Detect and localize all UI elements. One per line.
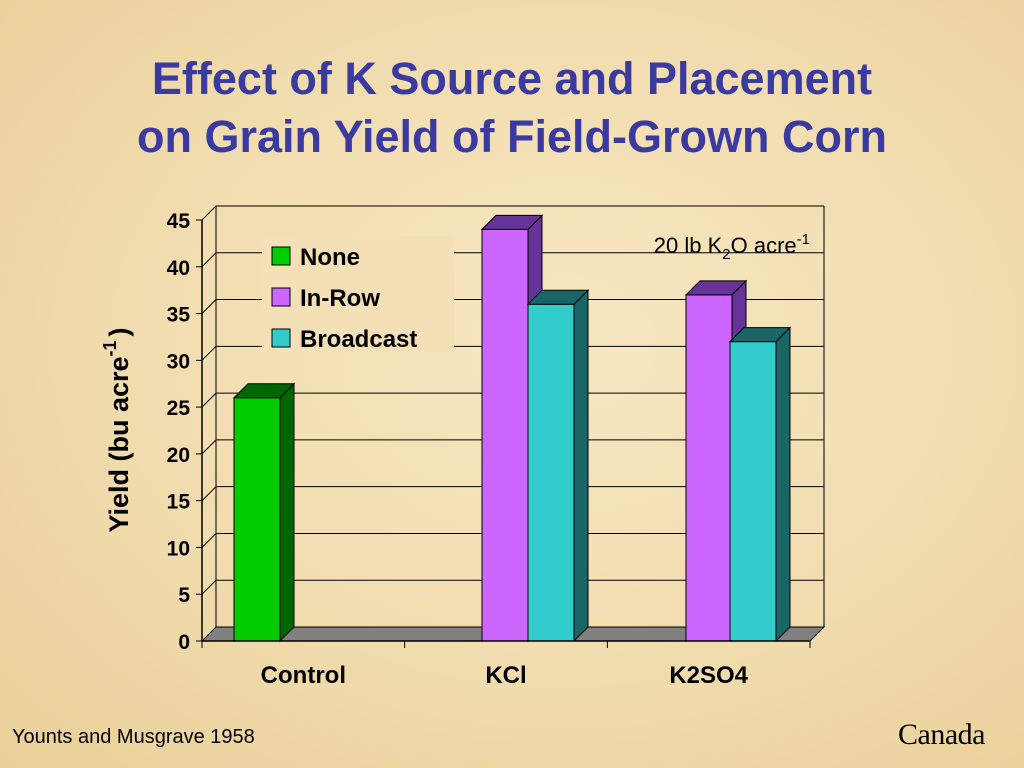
canada-wordmark-logo: Canada bbox=[898, 718, 985, 751]
x-tick-label: Control bbox=[261, 662, 346, 689]
bar-front bbox=[481, 228, 529, 642]
bar-top bbox=[684, 280, 748, 296]
legend-swatch-none bbox=[271, 246, 291, 266]
gridline bbox=[201, 252, 824, 268]
gridline bbox=[201, 392, 824, 408]
bar bbox=[526, 288, 590, 643]
legend-label-broadcast: Broadcast bbox=[300, 326, 417, 353]
y-tick-label: 20 bbox=[167, 444, 190, 467]
legend-swatch-broadcast bbox=[271, 328, 291, 348]
bar-top bbox=[232, 383, 296, 399]
gridline bbox=[201, 299, 824, 314]
title-line-1: Effect of K Source and Placement bbox=[151, 53, 873, 104]
bar-front bbox=[527, 303, 575, 642]
y-tick-label: 0 bbox=[178, 631, 190, 654]
y-tick-label: 10 bbox=[167, 537, 190, 560]
bar-side bbox=[279, 382, 295, 643]
chart-grid bbox=[201, 205, 825, 627]
slide-title: Effect of K Source and Placement on Grai… bbox=[0, 50, 1024, 166]
legend-swatch-in-row bbox=[271, 287, 291, 307]
citation: Younts and Musgrave 1958 bbox=[12, 726, 255, 748]
bar-top bbox=[526, 289, 590, 305]
bar-front bbox=[685, 294, 733, 642]
bar-side bbox=[573, 288, 589, 643]
y-tick-label: 25 bbox=[167, 397, 191, 420]
gridline bbox=[201, 345, 824, 361]
dose-annotation: 20 lb K2O acre-1 bbox=[654, 231, 810, 263]
chart-bars bbox=[200, 214, 826, 643]
bar-top bbox=[480, 214, 544, 230]
legend: None In-Row Broadcast bbox=[262, 236, 454, 353]
chart-axes: 0 5 10 15 20 25 30 35 40 45 Control KCl K2SO4 bbox=[167, 210, 811, 689]
bar-front bbox=[233, 397, 281, 642]
y-tick-label: 35 bbox=[167, 304, 191, 327]
bar-side bbox=[775, 326, 791, 643]
gridline bbox=[201, 205, 824, 221]
gridline bbox=[201, 439, 824, 455]
y-tick-label: 40 bbox=[167, 257, 190, 280]
bar-front bbox=[729, 341, 777, 642]
title-line-2: on Grain Yield of Field-Grown Corn bbox=[136, 111, 887, 162]
gridline bbox=[201, 579, 824, 595]
y-tick-label: 5 bbox=[178, 584, 190, 607]
legend-background bbox=[262, 236, 454, 352]
y-tick-label: 30 bbox=[167, 350, 190, 373]
legend-label-in-row: In-Row bbox=[300, 285, 380, 312]
y-tick-label: 45 bbox=[167, 210, 191, 233]
bar-top bbox=[728, 327, 792, 343]
y-axis-label: Yield (bu acre-1) bbox=[100, 327, 134, 532]
legend-label-none: None bbox=[300, 244, 360, 271]
x-tick-label: K2SO4 bbox=[669, 662, 748, 689]
yield-bar-chart: 0 5 10 15 20 25 30 35 40 45 Control KCl K2SO4 None I… bbox=[100, 205, 826, 689]
gridline bbox=[201, 532, 824, 548]
y-tick-label: 15 bbox=[167, 491, 191, 514]
bar bbox=[232, 382, 296, 643]
gridline bbox=[201, 486, 824, 502]
bar bbox=[728, 326, 792, 643]
x-tick-label: KCl bbox=[485, 662, 526, 689]
